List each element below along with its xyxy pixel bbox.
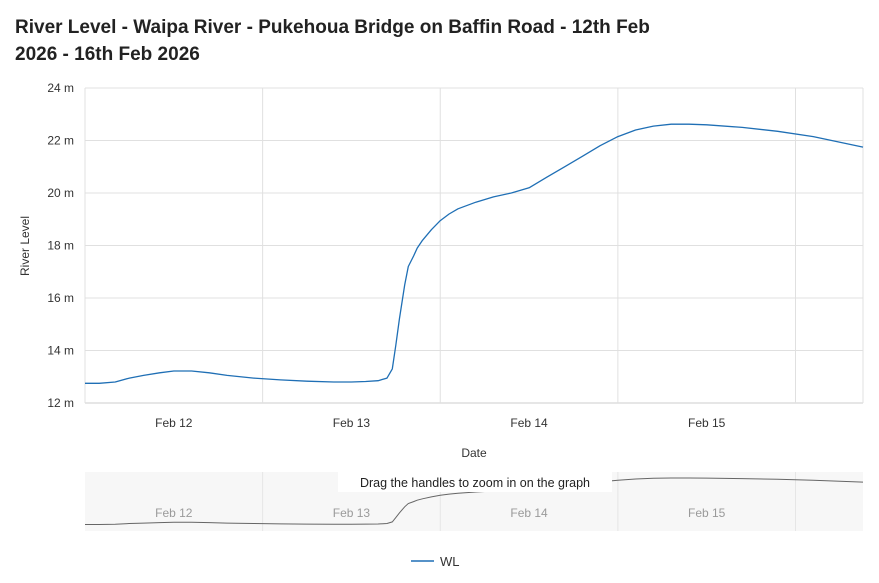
y-axis: 12 m 14 m 16 m 18 m 20 m 22 m 24 m [47, 81, 74, 410]
navigator-series-line [85, 477, 864, 525]
x-tick-label: Feb 13 [333, 416, 371, 430]
grid-lines [84, 87, 864, 404]
y-tick-label: 18 m [47, 239, 74, 253]
y-tick-label: 14 m [47, 344, 74, 358]
chart-title: River Level - Waipa River - Pukehoua Bri… [15, 17, 650, 65]
x-tick-label: Feb 15 [688, 416, 726, 430]
y-tick-label: 24 m [47, 81, 74, 95]
y-tick-label: 20 m [47, 186, 74, 200]
x-axis-title: Date [461, 446, 487, 460]
y-axis-title: River Level [18, 216, 32, 276]
navigator-tick-label: Feb 12 [155, 506, 193, 520]
y-tick-label: 22 m [47, 134, 74, 148]
y-tick-label: 12 m [47, 396, 74, 410]
legend-item-wl[interactable]: WL [440, 554, 460, 569]
x-tick-label: Feb 14 [510, 416, 548, 430]
navigator[interactable]: Feb 12 Feb 13 Feb 14 Feb 15 Drag the handles… [85, 472, 864, 531]
plot-area[interactable] [85, 123, 864, 384]
y-tick-label: 16 m [47, 291, 74, 305]
x-axis: Feb 12 Feb 13 Feb 14 Feb 15 [155, 416, 726, 430]
navigator-tick-label: Feb 13 [333, 506, 371, 520]
x-tick-label: Feb 12 [155, 416, 193, 430]
navigator-hint-box [338, 472, 612, 492]
navigator-hint: Drag the handles to zoom in on the graph [360, 476, 590, 490]
legend[interactable]: WL [411, 554, 460, 569]
series-line-wl[interactable] [85, 123, 864, 384]
navigator-tick-label: Feb 15 [688, 506, 726, 520]
navigator-tick-label: Feb 14 [510, 506, 548, 520]
